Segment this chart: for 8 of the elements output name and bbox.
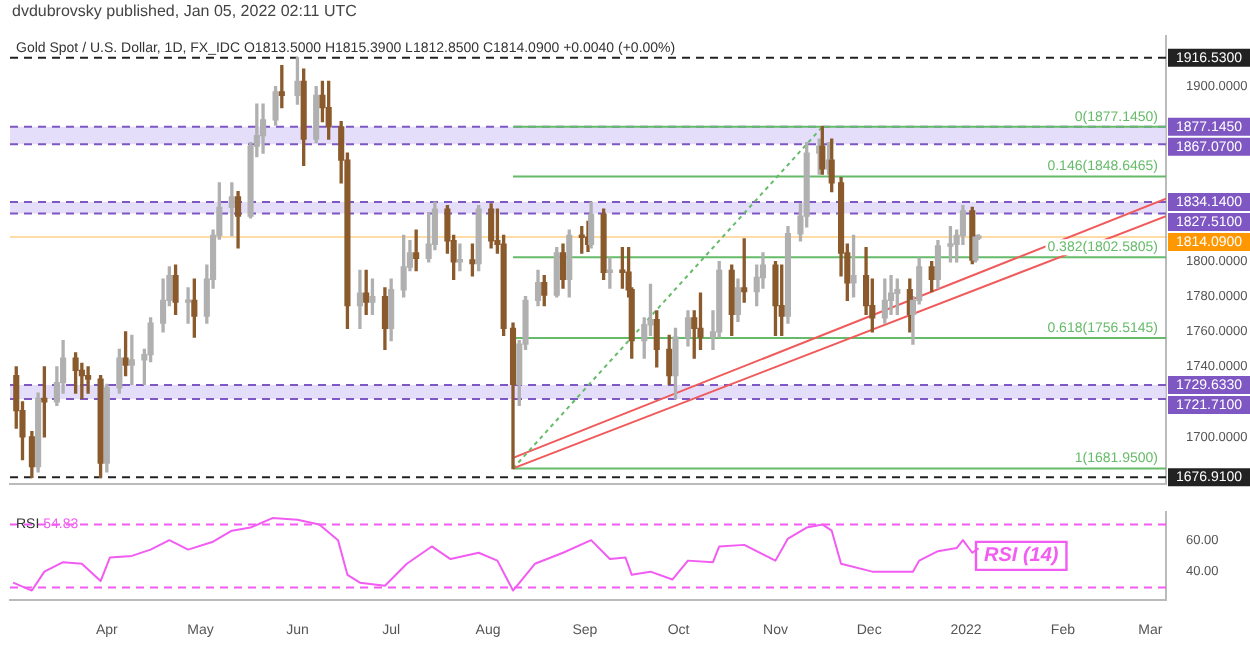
candlestick — [185, 287, 192, 324]
annotation: RSI (14) — [984, 545, 1060, 568]
candlestick — [356, 269, 363, 329]
candlestick — [85, 366, 92, 394]
candlestick — [128, 334, 135, 386]
candlestick — [606, 257, 613, 289]
candlestick — [456, 243, 463, 272]
chart-subtitle: dvdubrovsky published, Jan 05, 2022 02:11 UTC — [12, 2, 357, 20]
